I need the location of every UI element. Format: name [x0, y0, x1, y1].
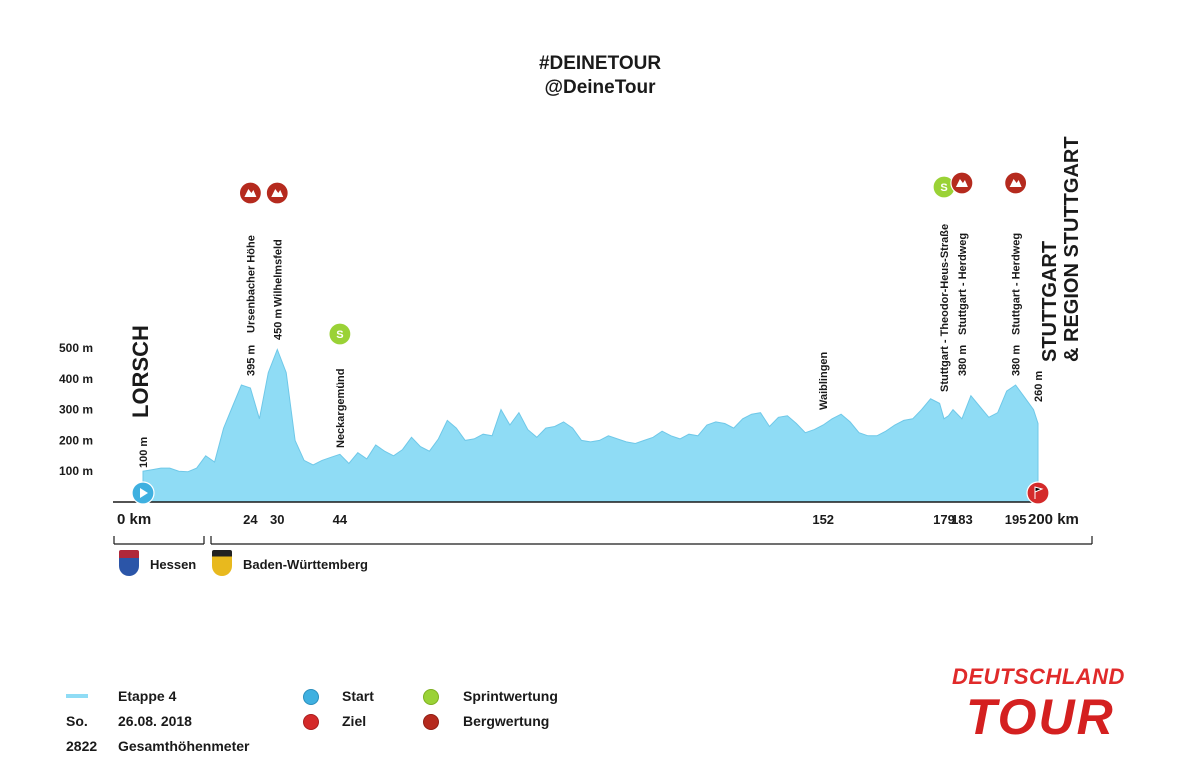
mountain-glyph — [244, 189, 257, 197]
twitter-handle: @DeineTour — [544, 77, 656, 98]
sprint-glyph: S — [940, 182, 947, 194]
finish-town-label: STUTTGART — [1039, 241, 1061, 362]
hessen-crest-icon — [119, 550, 139, 576]
climb-name-label: Stuttgart - Herdweg — [1011, 233, 1023, 335]
climb-name-label: Ursenbacher Höhe — [245, 235, 257, 333]
play-glyph — [140, 488, 148, 498]
climb-elevation-label: 395 m — [245, 345, 257, 376]
region-hessen: Hessen — [150, 557, 197, 572]
legend-start: Start — [342, 688, 374, 704]
logo-deutschland: DEUTSCHLAND — [952, 664, 1125, 689]
mountain-glyph — [271, 189, 284, 197]
start-icon — [303, 689, 319, 705]
stage-date: 26.08. 2018 — [118, 713, 192, 729]
x-tick-label: 0 km — [117, 511, 151, 528]
sprint-name-label: Stuttgart - Theodor-Heus-Straße — [939, 224, 951, 392]
finish-region-label: & REGION STUTTGART — [1061, 136, 1083, 362]
mountain-glyph — [955, 179, 968, 187]
x-tick-label: 152 — [812, 512, 834, 527]
climb-name-label: Wilhelmsfeld — [272, 239, 284, 307]
logo-tour: TOUR — [966, 689, 1115, 745]
y-tick-label: 400 m — [59, 372, 93, 386]
y-tick-label: 300 m — [59, 403, 93, 417]
mountain-icon — [423, 714, 439, 730]
total-climb-label: Gesamthöhenmeter — [118, 738, 250, 754]
legend-finish: Ziel — [342, 713, 367, 729]
elevation-area — [142, 348, 1039, 503]
x-tick-label: 200 km — [1028, 511, 1079, 528]
stage-label: Etappe 4 — [118, 688, 177, 704]
sprint-icon — [423, 689, 439, 705]
sprint-glyph: S — [336, 329, 343, 341]
hashtag-title: #DEINETOUR — [538, 53, 662, 74]
stage-line-swatch — [66, 694, 88, 698]
climb-elevation-label: 450 m — [272, 309, 284, 340]
total-climb-value: 2822 — [66, 738, 98, 754]
start-town-label: LORSCH — [128, 325, 153, 418]
finish-elevation-label: 260 m — [1033, 371, 1045, 402]
start-elevation-label: 100 m — [138, 437, 150, 468]
x-tick-label: 183 — [951, 512, 973, 527]
climb-elevation-label: 380 m — [1011, 345, 1023, 376]
weekday: So. — [66, 713, 88, 729]
place-name-label: Waiblingen — [818, 351, 830, 410]
sprint-name-label: Neckargemünd — [335, 369, 347, 448]
y-tick-label: 100 m — [59, 464, 93, 478]
x-tick-label: 30 — [270, 512, 284, 527]
climb-elevation-label: 380 m — [957, 345, 969, 376]
flag-glyph — [1034, 486, 1044, 499]
y-tick-label: 500 m — [59, 341, 93, 355]
region-baden-wuerttemberg: Baden-Württemberg — [243, 557, 368, 572]
x-tick-label: 195 — [1005, 512, 1027, 527]
x-tick-label: 44 — [333, 512, 348, 527]
mountain-glyph — [1009, 179, 1022, 187]
x-tick-label: 24 — [243, 512, 258, 527]
finish-flag-icon — [303, 714, 319, 730]
legend-sprint: Sprintwertung — [463, 688, 558, 704]
baden-wuerttemberg-crest-icon — [212, 550, 232, 576]
x-tick-label: 179 — [933, 512, 955, 527]
y-tick-label: 200 m — [59, 433, 93, 447]
finish-flag-icon — [1026, 481, 1050, 505]
legend-climb: Bergwertung — [463, 713, 550, 729]
sprint-icon — [328, 322, 352, 346]
climb-name-label: Stuttgart - Herdweg — [957, 233, 969, 335]
